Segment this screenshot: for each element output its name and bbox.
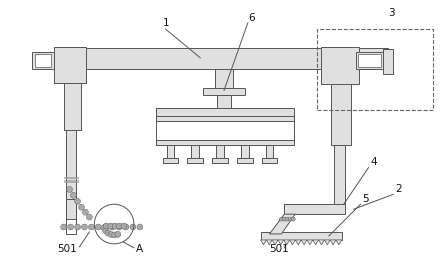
Circle shape — [67, 224, 74, 230]
Bar — [156, 140, 294, 145]
Bar — [237, 158, 253, 163]
Bar — [66, 199, 75, 234]
Polygon shape — [318, 240, 325, 245]
Bar — [63, 69, 82, 130]
Polygon shape — [295, 240, 301, 245]
Circle shape — [79, 204, 84, 210]
Text: 5: 5 — [362, 194, 369, 204]
Circle shape — [112, 223, 118, 229]
Circle shape — [116, 224, 122, 230]
Polygon shape — [301, 240, 307, 245]
Bar — [241, 145, 249, 158]
Circle shape — [121, 223, 127, 229]
Circle shape — [108, 223, 114, 229]
Bar — [383, 49, 393, 74]
Circle shape — [105, 230, 111, 236]
Text: 501: 501 — [57, 244, 76, 254]
Circle shape — [67, 186, 72, 193]
Text: 2: 2 — [395, 184, 402, 194]
Bar — [35, 54, 51, 67]
Circle shape — [95, 224, 101, 230]
Polygon shape — [313, 240, 318, 245]
Circle shape — [111, 232, 118, 238]
Polygon shape — [307, 240, 313, 245]
Circle shape — [285, 217, 289, 221]
Circle shape — [109, 224, 115, 230]
Circle shape — [71, 193, 76, 198]
Bar — [54, 47, 87, 83]
Bar — [262, 158, 278, 163]
Bar — [187, 158, 203, 163]
Polygon shape — [330, 240, 336, 245]
Circle shape — [101, 225, 107, 231]
Circle shape — [108, 231, 114, 237]
Text: 501: 501 — [270, 244, 289, 254]
Polygon shape — [289, 240, 295, 245]
Circle shape — [130, 224, 136, 230]
Bar — [163, 158, 178, 163]
Circle shape — [102, 224, 108, 230]
Circle shape — [75, 224, 80, 230]
Bar — [317, 29, 433, 110]
Text: A: A — [136, 244, 143, 254]
Polygon shape — [266, 240, 272, 245]
Circle shape — [82, 224, 87, 230]
Polygon shape — [272, 240, 278, 245]
Circle shape — [87, 214, 92, 220]
Bar — [356, 52, 383, 69]
Circle shape — [75, 198, 80, 204]
Bar — [203, 88, 245, 95]
Circle shape — [61, 224, 67, 230]
Bar — [321, 47, 359, 84]
Bar — [32, 52, 54, 69]
Bar — [216, 145, 224, 158]
Circle shape — [117, 223, 123, 229]
Polygon shape — [270, 214, 295, 234]
Bar — [284, 204, 345, 214]
Text: 1: 1 — [163, 18, 169, 28]
Bar — [357, 54, 381, 67]
Bar — [261, 232, 342, 240]
Circle shape — [88, 224, 94, 230]
Circle shape — [282, 217, 286, 221]
Circle shape — [123, 224, 129, 230]
Bar — [212, 158, 228, 163]
Bar — [66, 130, 75, 199]
Polygon shape — [336, 240, 342, 245]
Polygon shape — [261, 240, 266, 245]
Bar — [156, 118, 294, 145]
Bar — [57, 48, 388, 69]
Circle shape — [103, 223, 109, 229]
Circle shape — [279, 217, 283, 221]
Circle shape — [288, 217, 292, 221]
Polygon shape — [284, 240, 289, 245]
Bar — [191, 145, 199, 158]
Bar — [266, 145, 274, 158]
Circle shape — [83, 209, 88, 215]
Polygon shape — [325, 240, 330, 245]
Text: 4: 4 — [370, 157, 377, 167]
Circle shape — [291, 217, 295, 221]
Circle shape — [103, 228, 108, 234]
Polygon shape — [278, 240, 284, 245]
Bar — [156, 108, 294, 118]
Text: 3: 3 — [388, 8, 395, 18]
Circle shape — [115, 231, 121, 237]
Bar — [156, 116, 294, 121]
Bar — [217, 95, 231, 110]
Bar — [166, 145, 174, 158]
Text: 6: 6 — [249, 13, 255, 23]
Bar — [331, 63, 351, 145]
Bar — [66, 199, 75, 219]
Circle shape — [137, 224, 143, 230]
Bar — [334, 145, 345, 204]
Bar — [215, 69, 233, 93]
